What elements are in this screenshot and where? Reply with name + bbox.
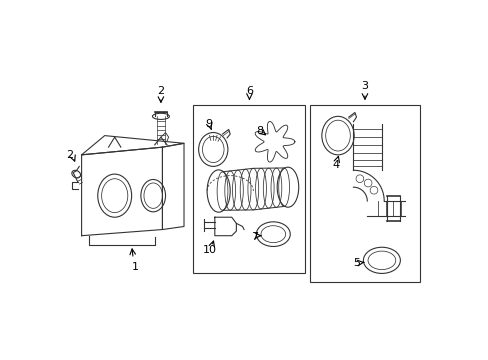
Text: 3: 3 [361,81,367,91]
Text: 4: 4 [331,160,339,170]
Text: 10: 10 [203,244,217,255]
Bar [310,105,420,282]
Ellipse shape [98,174,131,217]
Ellipse shape [72,170,81,178]
Bar [193,105,305,273]
Text: 8: 8 [255,126,263,136]
Text: 2: 2 [66,150,74,160]
Text: 9: 9 [204,119,212,129]
Ellipse shape [141,180,165,212]
Ellipse shape [198,132,227,166]
Ellipse shape [152,113,169,120]
Text: 6: 6 [245,86,252,96]
Text: 2: 2 [157,86,164,96]
Text: 5: 5 [352,258,359,269]
Text: 7: 7 [251,232,258,242]
Text: 1: 1 [132,261,139,271]
Ellipse shape [256,222,290,247]
Ellipse shape [363,247,400,274]
Ellipse shape [321,116,353,155]
